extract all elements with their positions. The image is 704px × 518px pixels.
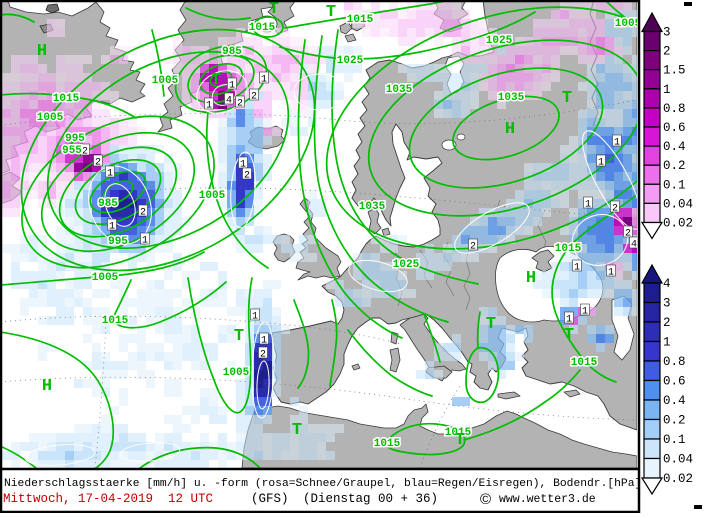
svg-text:0.02: 0.02: [663, 472, 693, 486]
svg-text:995: 995: [108, 236, 128, 248]
svg-text:1025: 1025: [393, 259, 420, 271]
svg-text:3: 3: [663, 26, 671, 40]
svg-text:0.04: 0.04: [663, 453, 693, 467]
svg-text:1: 1: [229, 81, 235, 92]
svg-text:1: 1: [261, 336, 267, 347]
svg-text:2: 2: [612, 204, 618, 215]
svg-text:2: 2: [244, 171, 250, 182]
svg-text:(Dienstag 00 + 36): (Dienstag 00 + 36): [303, 492, 438, 506]
svg-text:T: T: [326, 3, 336, 22]
svg-text:1035: 1035: [498, 92, 525, 104]
svg-text:1: 1: [142, 236, 148, 247]
svg-text:1: 1: [614, 138, 620, 149]
svg-text:H: H: [526, 269, 536, 288]
svg-text:0.6: 0.6: [663, 121, 686, 135]
svg-text:1: 1: [582, 307, 588, 318]
svg-text:T: T: [455, 431, 465, 450]
svg-text:985: 985: [98, 198, 118, 210]
svg-text:1: 1: [109, 222, 115, 233]
svg-text:1015: 1015: [347, 14, 374, 26]
svg-text:T: T: [292, 421, 302, 440]
svg-text:1035: 1035: [359, 201, 386, 213]
svg-text:1035: 1035: [386, 84, 413, 96]
svg-text:1: 1: [663, 336, 671, 350]
svg-text:3: 3: [663, 297, 671, 311]
svg-text:T: T: [486, 315, 496, 334]
svg-text:1025: 1025: [486, 35, 513, 47]
svg-text:H: H: [505, 120, 515, 139]
svg-text:0.2: 0.2: [663, 414, 686, 428]
svg-text:1: 1: [261, 75, 267, 86]
svg-text:4: 4: [226, 96, 232, 107]
svg-text:2: 2: [140, 208, 146, 219]
svg-text:1005: 1005: [615, 18, 642, 30]
svg-text:1: 1: [206, 101, 212, 112]
svg-text:1: 1: [574, 263, 580, 274]
svg-text:0.04: 0.04: [663, 197, 693, 211]
svg-text:©: ©: [480, 491, 491, 508]
svg-text:1015: 1015: [445, 427, 472, 439]
svg-text:985: 985: [222, 46, 242, 58]
svg-text:0.8: 0.8: [663, 102, 686, 116]
svg-text:1015: 1015: [249, 22, 276, 34]
svg-text:955: 955: [62, 145, 82, 157]
svg-text:1015: 1015: [374, 438, 401, 450]
svg-text:2: 2: [663, 316, 671, 330]
svg-text:www.wetter3.de: www.wetter3.de: [499, 493, 596, 506]
svg-text:2: 2: [625, 229, 631, 240]
svg-text:2: 2: [82, 147, 88, 158]
svg-text:0.8: 0.8: [663, 355, 686, 369]
svg-text:2: 2: [251, 92, 257, 103]
svg-text:T: T: [564, 326, 574, 345]
svg-text:2: 2: [663, 45, 671, 59]
svg-text:2: 2: [470, 242, 476, 253]
svg-text:1: 1: [107, 169, 113, 180]
svg-text:0.1: 0.1: [663, 433, 686, 447]
svg-text:0.4: 0.4: [663, 140, 686, 154]
svg-text:1: 1: [608, 268, 614, 279]
svg-text:Niederschlagsstaerke [mm/h] u.: Niederschlagsstaerke [mm/h] u. -form (ro…: [4, 478, 641, 490]
svg-text:T: T: [211, 71, 221, 90]
svg-text:2: 2: [95, 158, 101, 169]
svg-text:1015: 1015: [53, 93, 80, 105]
svg-text:1: 1: [240, 160, 246, 171]
svg-text:T: T: [562, 89, 572, 108]
svg-text:H: H: [42, 377, 52, 396]
svg-text:Mittwoch, 17-04-2019 12 UTC: Mittwoch, 17-04-2019 12 UTC: [3, 492, 213, 506]
svg-text:H: H: [37, 42, 47, 61]
svg-text:4: 4: [631, 240, 637, 251]
svg-text:T: T: [234, 327, 244, 346]
svg-text:1005: 1005: [92, 272, 119, 284]
svg-text:4: 4: [663, 277, 671, 291]
svg-text:1015: 1015: [555, 243, 582, 255]
svg-text:1005: 1005: [152, 75, 179, 87]
svg-text:1: 1: [663, 83, 671, 97]
svg-text:T: T: [269, 0, 279, 19]
svg-text:0.1: 0.1: [663, 178, 686, 192]
svg-text:1015: 1015: [571, 357, 598, 369]
svg-text:1005: 1005: [37, 112, 64, 124]
svg-text:(GFS): (GFS): [251, 492, 289, 506]
svg-text:1: 1: [585, 200, 591, 211]
svg-text:1.5: 1.5: [663, 64, 686, 78]
svg-text:1025: 1025: [337, 55, 364, 67]
svg-text:1: 1: [598, 158, 604, 169]
svg-text:1005: 1005: [199, 190, 226, 202]
svg-text:1: 1: [252, 312, 258, 323]
svg-text:0.4: 0.4: [663, 394, 686, 408]
svg-text:1015: 1015: [102, 315, 129, 327]
svg-text:0.6: 0.6: [663, 375, 686, 389]
svg-text:2: 2: [260, 350, 266, 361]
svg-text:1: 1: [566, 315, 572, 326]
svg-text:0.2: 0.2: [663, 159, 686, 173]
svg-text:0.02: 0.02: [663, 217, 693, 231]
svg-text:2: 2: [237, 99, 243, 110]
svg-text:995: 995: [65, 133, 85, 145]
svg-text:1005: 1005: [223, 367, 250, 379]
